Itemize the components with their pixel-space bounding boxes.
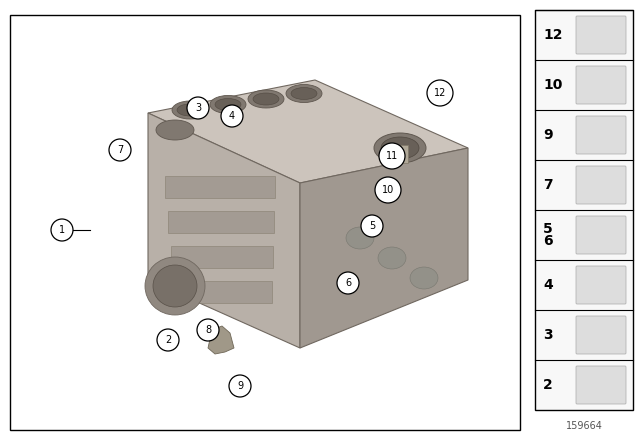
Circle shape	[187, 97, 209, 119]
Ellipse shape	[248, 90, 284, 108]
Bar	[10, 15, 520, 430]
Ellipse shape	[253, 93, 279, 105]
Text: 1: 1	[59, 225, 65, 235]
Circle shape	[221, 105, 243, 127]
Text: 10: 10	[543, 78, 563, 92]
Text: 5
6: 5 6	[543, 222, 553, 249]
Text: 3: 3	[195, 103, 201, 113]
Text: 11: 11	[386, 151, 398, 161]
Text: 12: 12	[434, 88, 446, 98]
Ellipse shape	[346, 227, 374, 249]
Ellipse shape	[374, 133, 426, 163]
Text: 7: 7	[117, 145, 123, 155]
Circle shape	[361, 215, 383, 237]
Bar	[165, 176, 275, 198]
Polygon shape	[148, 80, 468, 183]
Circle shape	[157, 329, 179, 351]
Ellipse shape	[291, 87, 317, 99]
Text: 5: 5	[369, 221, 375, 231]
Text: 9: 9	[543, 128, 552, 142]
FancyBboxPatch shape	[576, 116, 626, 154]
Text: 4: 4	[229, 111, 235, 121]
Ellipse shape	[153, 265, 197, 307]
Circle shape	[379, 143, 405, 169]
Bar	[171, 246, 273, 268]
Text: 7: 7	[543, 178, 552, 192]
Text: 10: 10	[382, 185, 394, 195]
FancyBboxPatch shape	[576, 16, 626, 54]
Text: 6: 6	[345, 278, 351, 288]
Ellipse shape	[215, 99, 241, 111]
Text: 159664: 159664	[566, 421, 602, 431]
Bar	[174, 281, 272, 303]
Ellipse shape	[156, 120, 194, 140]
Ellipse shape	[177, 104, 203, 116]
FancyBboxPatch shape	[576, 166, 626, 204]
FancyBboxPatch shape	[576, 316, 626, 354]
Circle shape	[337, 272, 359, 294]
Ellipse shape	[381, 137, 419, 159]
Ellipse shape	[172, 101, 208, 119]
FancyBboxPatch shape	[576, 366, 626, 404]
Polygon shape	[148, 113, 300, 348]
Polygon shape	[208, 326, 234, 354]
Text: 9: 9	[237, 381, 243, 391]
Text: 8: 8	[205, 325, 211, 335]
Ellipse shape	[378, 247, 406, 269]
Polygon shape	[300, 148, 468, 348]
Text: 2: 2	[165, 335, 171, 345]
FancyBboxPatch shape	[576, 216, 626, 254]
Circle shape	[375, 177, 401, 203]
Circle shape	[109, 139, 131, 161]
Ellipse shape	[145, 257, 205, 315]
Circle shape	[427, 80, 453, 106]
Ellipse shape	[210, 95, 246, 113]
Circle shape	[51, 219, 73, 241]
Circle shape	[229, 375, 251, 397]
Text: 12: 12	[543, 28, 563, 42]
FancyBboxPatch shape	[576, 66, 626, 104]
Ellipse shape	[410, 267, 438, 289]
Text: 4: 4	[543, 278, 553, 292]
Bar	[535, 10, 633, 410]
Circle shape	[197, 319, 219, 341]
Bar	[168, 211, 274, 233]
Text: 3: 3	[543, 328, 552, 342]
Ellipse shape	[286, 85, 322, 103]
Bar	[400, 145, 408, 163]
FancyBboxPatch shape	[576, 266, 626, 304]
Text: 2: 2	[543, 378, 553, 392]
